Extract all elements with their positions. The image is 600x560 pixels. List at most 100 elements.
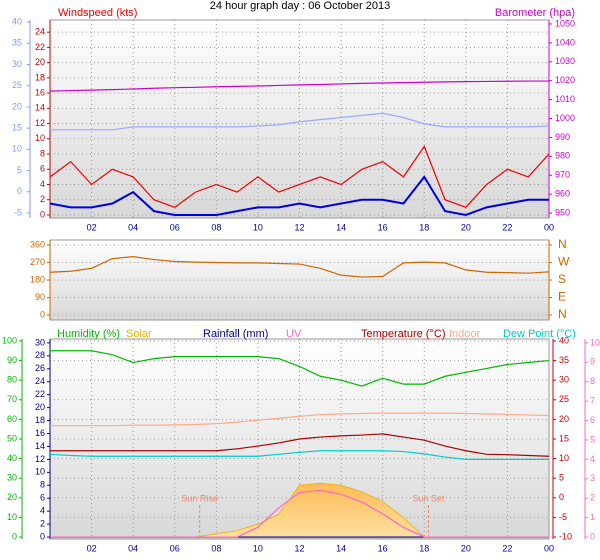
x-tick-label: 00 <box>544 222 554 232</box>
legend-entry: Rainfall (mm) <box>203 328 268 340</box>
y-tick-label: 20 <box>559 414 569 424</box>
x-tick-label: 18 <box>419 543 429 553</box>
y-tick-label: 0 <box>12 531 17 541</box>
x-tick-label: 06 <box>170 222 180 232</box>
y-tick-label: 10 <box>12 144 22 154</box>
y-tick-label: 6 <box>590 415 595 425</box>
y-tick-label: 2 <box>590 493 595 503</box>
y-tick-label: 270 <box>30 257 45 267</box>
series-line <box>49 450 549 460</box>
y-tick-label: 40 <box>12 16 22 26</box>
x-tick-label: 14 <box>336 222 346 232</box>
y-tick-label: 5 <box>17 165 22 175</box>
series-line <box>50 489 549 538</box>
y-tick-label: 12 <box>35 454 45 464</box>
y-tick-label: 12 <box>35 118 45 128</box>
y-tick-label: 180 <box>30 274 45 284</box>
y-tick-label: 1030 <box>555 56 575 66</box>
y-tick-label: E <box>558 290 566 304</box>
y-tick-label: 2 <box>40 518 45 528</box>
x-tick-label: 02 <box>87 543 97 553</box>
y-tick-label: 14 <box>35 103 45 113</box>
y-tick-label: 70 <box>7 394 17 404</box>
y-tick-label: 1050 <box>555 18 575 28</box>
y-tick-label: 26 <box>35 363 45 373</box>
legend-entry: Indoor <box>449 328 481 340</box>
y-tick-label: 60 <box>7 414 17 424</box>
y-tick-label: -10 <box>559 531 572 541</box>
y-tick-label: 20 <box>7 492 17 502</box>
y-tick-label: S <box>558 272 566 286</box>
annotation-label: Sun Rise <box>181 493 218 503</box>
legend-entry: Humidity (%) <box>57 328 120 340</box>
x-tick-label: 20 <box>461 222 471 232</box>
y-tick-label: -5 <box>559 512 567 522</box>
y-tick-label: 1010 <box>555 94 575 104</box>
y-tick-label: -5 <box>14 207 22 217</box>
x-tick-label: 02 <box>87 222 97 232</box>
y-tick-label: 4 <box>40 506 45 516</box>
series-line <box>50 433 550 457</box>
x-tick-label: 10 <box>253 222 263 232</box>
y-tick-label: 8 <box>40 148 45 158</box>
y-tick-label: 970 <box>555 170 570 180</box>
y-tick-label: 6 <box>40 164 45 174</box>
y-tick-label: W <box>558 255 570 269</box>
y-tick-label: 35 <box>12 38 22 48</box>
y-tick-label: 0 <box>590 531 595 541</box>
y-tick-label: 0 <box>40 531 45 541</box>
y-tick-label: 18 <box>35 72 45 82</box>
legend-entry: Barometer (hpa) <box>495 7 575 19</box>
y-tick-label: N <box>558 307 567 321</box>
y-tick-label: 15 <box>12 122 22 132</box>
y-tick-label: 22 <box>35 42 45 52</box>
y-tick-label: 990 <box>555 132 570 142</box>
y-tick-label: 0 <box>17 186 22 196</box>
y-tick-label: 1 <box>590 512 595 522</box>
y-tick-label: 8 <box>40 480 45 490</box>
y-tick-label: 20 <box>12 101 22 111</box>
x-tick-label: 12 <box>294 543 304 553</box>
y-tick-label: 0 <box>559 492 564 502</box>
y-tick-label: 28 <box>35 350 45 360</box>
y-tick-label: 1000 <box>555 113 575 123</box>
y-tick-label: 30 <box>559 375 569 385</box>
series-line <box>49 175 549 216</box>
y-tick-label: 16 <box>35 428 45 438</box>
x-tick-label: 22 <box>502 222 512 232</box>
y-tick-label: 980 <box>555 151 570 161</box>
chart-title: 24 hour graph day : 06 October 2013 <box>210 0 390 12</box>
y-tick-label: 25 <box>12 80 22 90</box>
panel-background <box>49 239 550 321</box>
y-tick-label: 10 <box>35 133 45 143</box>
y-tick-label: 4 <box>590 454 595 464</box>
y-tick-label: 6 <box>40 493 45 503</box>
x-tick-label: 16 <box>378 543 388 553</box>
x-tick-label: 00 <box>544 543 554 553</box>
legend-entry: UV <box>286 328 302 340</box>
y-tick-label: 1020 <box>555 75 575 85</box>
y-tick-label: 950 <box>555 207 570 217</box>
series-line <box>49 145 550 209</box>
y-tick-label: 4 <box>40 179 45 189</box>
series-line <box>50 350 550 387</box>
y-tick-label: 10 <box>35 467 45 477</box>
y-tick-label: 7 <box>590 396 595 406</box>
legend-entry: Windspeed (kts) <box>58 7 137 19</box>
y-tick-label: 10 <box>7 512 17 522</box>
y-tick-label: 24 <box>35 27 45 37</box>
y-tick-label: 100 <box>2 335 17 345</box>
y-tick-label: 25 <box>559 394 569 404</box>
x-tick-label: 20 <box>461 543 471 553</box>
y-tick-label: 30 <box>35 337 45 347</box>
x-tick-label: 08 <box>211 222 221 232</box>
x-tick-label: 04 <box>128 543 138 553</box>
y-tick-label: 22 <box>35 389 45 399</box>
y-tick-label: 10 <box>590 337 600 347</box>
y-tick-label: 15 <box>559 433 569 443</box>
y-tick-label: 360 <box>30 239 45 249</box>
y-tick-label: N <box>558 237 567 251</box>
y-tick-label: 5 <box>559 473 564 483</box>
legend-entry: Solar <box>126 328 152 340</box>
